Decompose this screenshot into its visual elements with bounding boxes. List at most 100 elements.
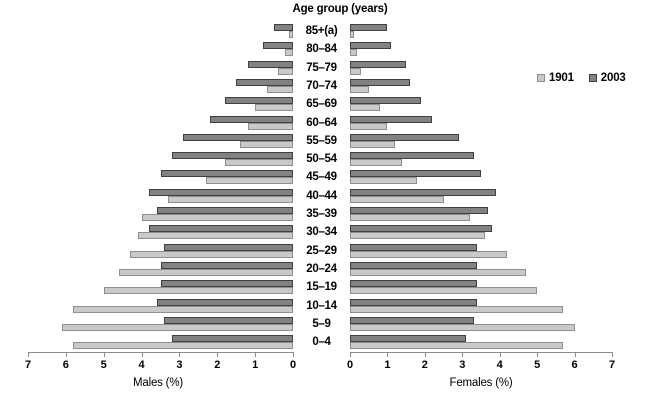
males-x-tick	[28, 352, 29, 357]
males-axis-line	[28, 352, 294, 353]
bar-males-2003-30-34	[149, 225, 293, 233]
age-group-label-30-34: 30–34	[306, 226, 337, 239]
age-group-label-20-24: 20–24	[306, 262, 337, 275]
legend: 1901 2003	[537, 72, 626, 84]
bar-females-1901-65-69	[350, 104, 380, 112]
females-x-tick-label: 0	[346, 359, 354, 371]
bar-males-2003-80-84	[262, 42, 293, 50]
bar-males-1901-0-4	[73, 342, 293, 350]
females-axis-label: Females (%)	[449, 377, 513, 389]
bar-females-2003-45-49	[350, 170, 481, 178]
males-x-tick	[293, 352, 294, 357]
bar-females-2003-70-74	[350, 78, 410, 86]
bar-males-1901-40-44	[168, 195, 293, 203]
bar-males-1901-60-64	[247, 122, 293, 130]
legend-item-1901: 1901	[537, 72, 574, 84]
bar-females-1901-40-44	[350, 195, 444, 203]
bar-females-1901-35-39	[350, 214, 470, 221]
bar-females-2003-30-34	[350, 225, 493, 233]
bar-females-1901-5-9	[350, 323, 575, 331]
bar-males-1901-85plus	[289, 31, 293, 38]
males-x-tick-label: 6	[62, 359, 69, 371]
bar-females-1901-70-74	[350, 85, 369, 93]
bar-males-1901-30-34	[137, 232, 293, 240]
males-x-tick-label: 4	[138, 359, 145, 371]
bar-males-2003-15-19	[160, 280, 293, 288]
bar-females-2003-0-4	[350, 335, 467, 343]
age-group-label-45-49: 45–49	[306, 171, 337, 184]
bar-females-1901-55-59	[350, 140, 395, 148]
bar-females-1901-80-84	[350, 49, 358, 57]
bar-males-2003-65-69	[224, 97, 293, 105]
age-group-label-60-64: 60–64	[306, 116, 337, 129]
chart-title: Age group (years)	[292, 3, 388, 15]
bar-males-2003-45-49	[160, 170, 293, 178]
age-group-label-65-69: 65–69	[306, 98, 337, 111]
bar-males-2003-75-79	[247, 60, 293, 68]
bar-males-1901-5-9	[62, 323, 293, 331]
females-x-tick-label: 2	[421, 359, 428, 371]
females-x-tick	[350, 352, 351, 357]
age-group-label-15-19: 15–19	[306, 281, 337, 294]
females-x-tick	[387, 352, 389, 357]
females-x-tick	[499, 352, 501, 357]
bar-males-1901-45-49	[205, 177, 293, 185]
bar-females-1901-15-19	[350, 287, 538, 295]
females-x-tick-label: 7	[608, 359, 616, 371]
bar-males-1901-20-24	[118, 268, 293, 276]
age-group-label-0-4: 0–4	[312, 336, 331, 349]
bar-males-1901-80-84	[285, 49, 293, 57]
bar-males-2003-25-29	[164, 243, 293, 251]
age-group-label-50-54: 50–54	[306, 153, 337, 166]
bar-females-2003-55-59	[350, 133, 459, 141]
bar-females-2003-15-19	[350, 280, 478, 288]
females-x-tick	[537, 352, 539, 357]
legend-item-2003: 2003	[588, 72, 626, 84]
bar-females-1901-30-34	[350, 232, 485, 240]
bar-females-1901-45-49	[350, 177, 418, 185]
bar-females-2003-25-29	[350, 243, 478, 251]
age-group-label-5-9: 5–9	[312, 317, 331, 330]
bar-females-2003-40-44	[350, 188, 496, 196]
age-group-label-25-29: 25–29	[306, 244, 337, 257]
bar-males-1901-15-19	[103, 287, 293, 295]
legend-label-1901: 1901	[549, 72, 574, 84]
bar-females-2003-35-39	[350, 207, 489, 214]
bar-males-2003-20-24	[160, 261, 293, 269]
bar-males-2003-0-4	[171, 335, 293, 343]
females-axis-line	[350, 352, 613, 353]
bar-males-2003-35-39	[156, 207, 293, 214]
males-axis-label: Males (%)	[133, 377, 183, 389]
bar-males-2003-60-64	[209, 115, 293, 123]
age-group-label-40-44: 40–44	[306, 189, 337, 202]
bar-females-2003-10-14	[350, 298, 478, 306]
females-x-tick	[462, 352, 464, 357]
bar-females-2003-50-54	[350, 152, 474, 160]
bar-females-1901-60-64	[350, 122, 388, 130]
bar-males-1901-35-39	[141, 214, 293, 221]
bar-females-2003-20-24	[350, 261, 478, 269]
bar-males-1901-25-29	[130, 250, 293, 258]
females-x-tick-label: 4	[496, 359, 503, 371]
bar-females-1901-10-14	[350, 305, 564, 313]
age-group-label-10-14: 10–14	[306, 299, 337, 312]
bar-females-1901-25-29	[350, 250, 508, 258]
bar-males-1901-65-69	[255, 104, 293, 112]
bar-females-2003-80-84	[350, 42, 392, 50]
bar-males-2003-50-54	[171, 152, 293, 160]
females-x-tick	[424, 352, 426, 357]
bar-males-1901-70-74	[266, 85, 293, 93]
bar-females-1901-75-79	[350, 67, 362, 75]
males-x-tick	[255, 352, 257, 357]
bar-males-1901-75-79	[277, 67, 293, 75]
females-x-tick	[574, 352, 576, 357]
bar-females-1901-0-4	[350, 342, 564, 350]
males-x-tick	[179, 352, 181, 357]
bar-males-2003-85plus	[274, 24, 293, 31]
age-group-label-70-74: 70–74	[306, 79, 337, 92]
males-x-tick	[141, 352, 143, 357]
females-x-tick-label: 1	[384, 359, 391, 371]
males-x-tick-label: 5	[100, 359, 107, 371]
age-group-label-85plus: 85+(a)	[305, 25, 338, 37]
